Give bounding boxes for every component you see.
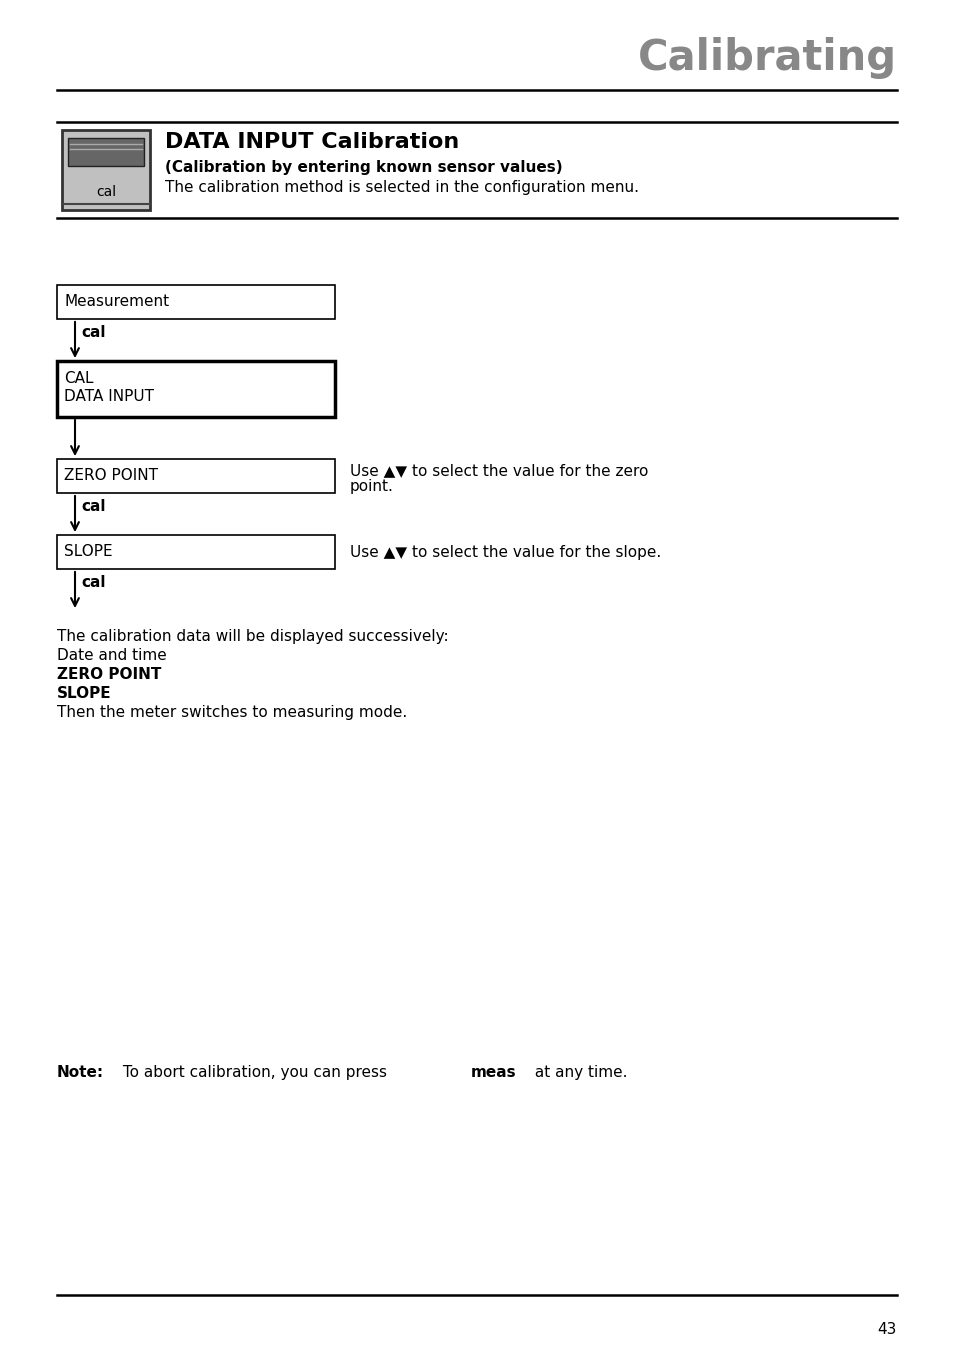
Text: DATA INPUT: DATA INPUT	[64, 389, 153, 404]
Text: SLOPE: SLOPE	[64, 544, 112, 559]
Text: Use ▲▼ to select the value for the zero: Use ▲▼ to select the value for the zero	[350, 463, 648, 478]
Bar	[57, 360, 335, 417]
Text: cal: cal	[81, 575, 106, 590]
Text: Calibrating: Calibrating	[638, 36, 896, 80]
Text: The calibration method is selected in the configuration menu.: The calibration method is selected in th…	[165, 180, 639, 194]
Text: (Calibration by entering known sensor values): (Calibration by entering known sensor va…	[165, 161, 562, 176]
Text: 43: 43	[877, 1322, 896, 1336]
Text: DATA INPUT Calibration: DATA INPUT Calibration	[165, 132, 458, 153]
Text: To abort calibration, you can press: To abort calibration, you can press	[117, 1065, 392, 1080]
Text: Date and time: Date and time	[57, 648, 167, 663]
Text: Then the meter switches to measuring mode.: Then the meter switches to measuring mod…	[57, 705, 407, 720]
Text: Measurement: Measurement	[64, 294, 169, 309]
Text: The calibration data will be displayed successively:: The calibration data will be displayed s…	[57, 629, 448, 644]
Text: at any time.: at any time.	[530, 1065, 627, 1080]
Text: Use ▲▼ to select the value for the slope.: Use ▲▼ to select the value for the slope…	[350, 544, 660, 559]
Bar	[57, 459, 335, 493]
Text: Note:: Note:	[57, 1065, 104, 1080]
Text: CAL: CAL	[64, 371, 93, 386]
Bar	[62, 130, 150, 211]
Text: ZERO POINT: ZERO POINT	[57, 667, 161, 682]
Text: point.: point.	[350, 479, 394, 494]
Text: cal: cal	[81, 500, 106, 514]
Text: cal: cal	[96, 185, 116, 198]
Text: meas: meas	[471, 1065, 517, 1080]
Text: ZERO POINT: ZERO POINT	[64, 468, 158, 483]
Text: SLOPE: SLOPE	[57, 686, 112, 701]
Bar	[57, 535, 335, 568]
Bar	[57, 285, 335, 319]
Text: cal: cal	[81, 325, 106, 340]
Bar	[68, 138, 144, 166]
